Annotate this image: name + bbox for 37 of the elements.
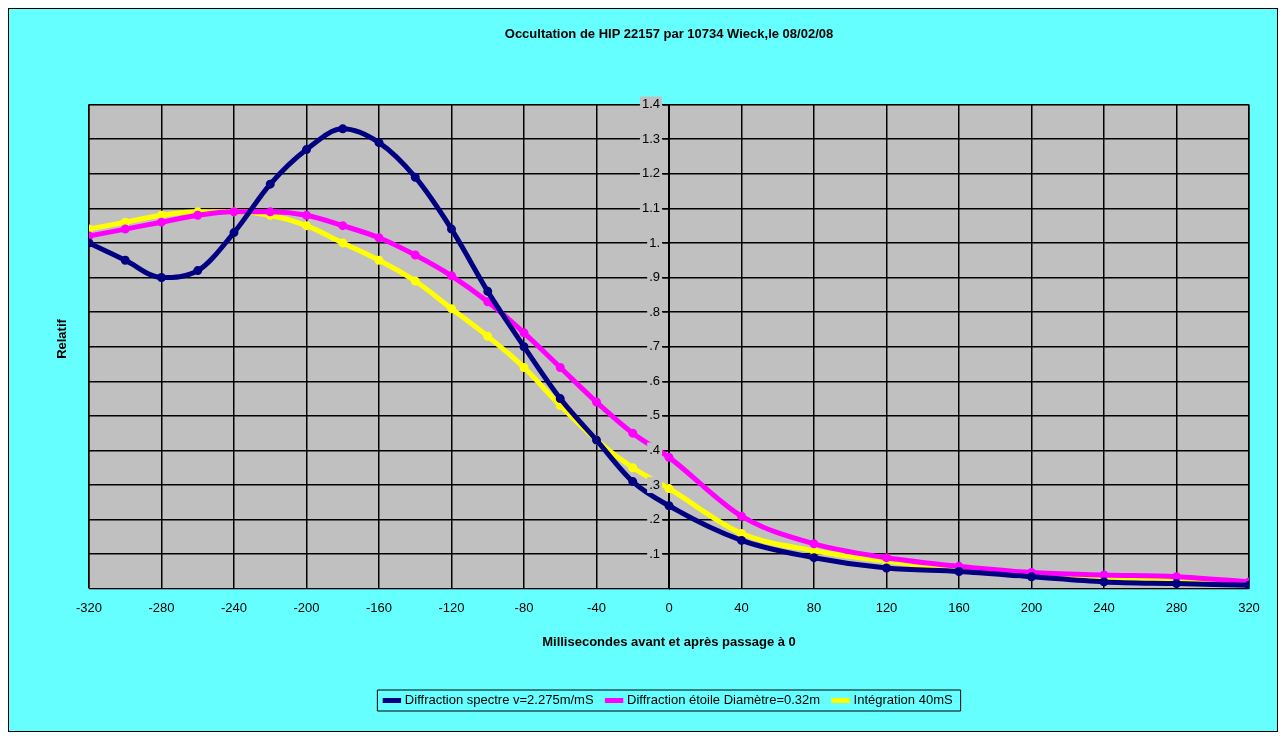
y-tick-label: 1.1 bbox=[641, 199, 660, 215]
y-tick-label: 1. bbox=[649, 234, 660, 250]
x-tick-label: 80 bbox=[806, 600, 822, 616]
y-tick-label: .5 bbox=[649, 407, 660, 423]
y-tick-label: .6 bbox=[649, 372, 660, 388]
y-tick-label: .7 bbox=[649, 338, 660, 354]
legend-label: Diffraction spectre v=2.275m/mS bbox=[404, 692, 594, 708]
y-axis-title: Relatif bbox=[53, 319, 69, 359]
chart-title: Occultation de HIP 22157 par 10734 Wieck,le 08/02/08 bbox=[504, 26, 834, 42]
y-tick-label: .8 bbox=[649, 303, 660, 319]
y-tick-label: .2 bbox=[649, 511, 660, 527]
y-tick-label: 1.3 bbox=[641, 130, 660, 146]
y-tick-label: .9 bbox=[649, 269, 660, 285]
x-tick-label: -200 bbox=[293, 600, 320, 616]
y-tick-label: .4 bbox=[649, 442, 660, 458]
x-tick-label: -280 bbox=[148, 600, 175, 616]
x-tick-label: 200 bbox=[1020, 600, 1043, 616]
x-tick-label: 0 bbox=[665, 600, 673, 616]
x-tick-label: -160 bbox=[365, 600, 393, 616]
x-tick-label: 240 bbox=[1093, 600, 1115, 616]
x-tick-label: -120 bbox=[438, 600, 465, 616]
x-tick-label: 320 bbox=[1238, 600, 1260, 616]
x-tick-label: -80 bbox=[514, 600, 534, 616]
legend-label: Diffraction étoile Diamètre=0.32m bbox=[627, 692, 821, 708]
x-tick-label: -320 bbox=[75, 600, 103, 616]
y-tick-label: 1.2 bbox=[641, 165, 660, 181]
x-tick-label: 280 bbox=[1165, 600, 1188, 616]
x-tick-label: 160 bbox=[948, 600, 970, 616]
x-axis-title: Millisecondes avant et après passage à 0 bbox=[542, 633, 796, 649]
x-tick-label: -40 bbox=[587, 600, 606, 616]
y-tick-label: .3 bbox=[649, 476, 660, 492]
y-tick-label: 1.4 bbox=[641, 96, 660, 112]
legend-label: Intégration 40mS bbox=[853, 692, 953, 708]
x-tick-label: 120 bbox=[875, 600, 898, 616]
x-tick-label: 40 bbox=[734, 600, 749, 616]
x-tick-label: -240 bbox=[220, 600, 248, 616]
y-tick-label: .1 bbox=[649, 545, 660, 561]
